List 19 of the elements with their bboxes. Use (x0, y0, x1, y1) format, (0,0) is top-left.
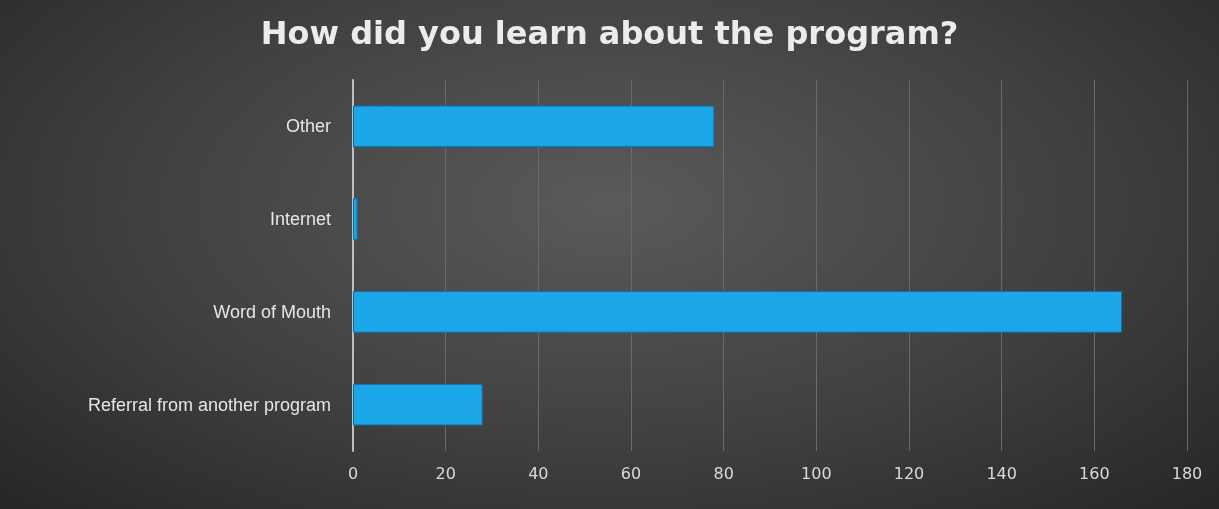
bar (353, 291, 1123, 333)
bar (353, 198, 358, 240)
x-tick-label: 40 (528, 463, 549, 483)
x-tick-label: 0 (347, 463, 359, 483)
x-tick-label: 100 (801, 463, 832, 483)
x-tick-label: 80 (713, 463, 734, 483)
y-tick-label: Internet (269, 209, 331, 230)
x-tick-label: 60 (620, 463, 642, 483)
x-tick-label: 20 (435, 463, 456, 483)
y-tick-label: Referral from another program (87, 394, 331, 415)
x-tick-label: 140 (986, 463, 1017, 483)
bar (353, 105, 715, 148)
y-tick-label: Other (285, 116, 331, 137)
bar (353, 383, 483, 426)
x-tick-label: 160 (1079, 463, 1110, 483)
x-tick-label: 180 (1171, 463, 1203, 483)
chart-title: How did you learn about the program? (260, 14, 959, 52)
x-tick-label: 120 (893, 463, 925, 483)
y-tick-label: Word of Mouth (213, 301, 331, 322)
